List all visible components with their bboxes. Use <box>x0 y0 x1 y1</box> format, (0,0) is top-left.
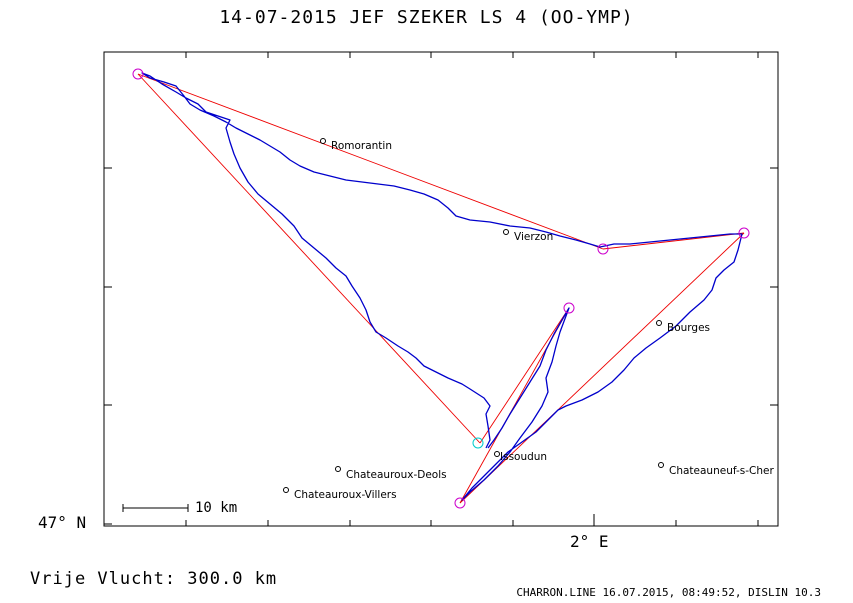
town-label-issoudun: Issoudun <box>500 451 547 463</box>
town-dot <box>283 487 289 493</box>
town-label-chateauneuf: Chateauneuf-s-Cher <box>669 465 774 477</box>
longitude-label: 2° E <box>570 532 609 551</box>
turnpoint-marker <box>132 68 144 80</box>
turnpoint-marker <box>738 227 750 239</box>
town-label-chateauroux-deols: Chateauroux-Deols <box>346 469 447 481</box>
start-marker <box>472 437 484 449</box>
town-label-chateauroux-villers: Chateauroux-Villers <box>294 489 397 501</box>
town-label-vierzon: Vierzon <box>514 231 553 243</box>
distance-label: Vrije Vlucht: 300.0 km <box>30 569 278 589</box>
town-dot <box>658 462 664 468</box>
footer-info: CHARRON.LINE 16.07.2015, 08:49:52, DISLI… <box>516 586 821 599</box>
flight-track <box>141 72 743 501</box>
task-route <box>137 73 745 504</box>
town-dot <box>503 229 509 235</box>
town-dot <box>494 451 500 457</box>
town-dot <box>656 320 662 326</box>
left-ticks <box>104 167 112 525</box>
turnpoint-marker <box>563 302 575 314</box>
bottom-ticks <box>185 514 759 526</box>
town-dot <box>335 466 341 472</box>
turnpoint-marker <box>454 497 466 509</box>
right-ticks <box>770 167 778 406</box>
town-label-bourges: Bourges <box>667 322 710 334</box>
turnpoint-marker <box>597 243 609 255</box>
scale-bar-label: 10 km <box>195 500 238 516</box>
scale-bar <box>122 504 189 512</box>
town-markers <box>283 138 664 493</box>
map-frame <box>103 51 779 527</box>
map-title: 14-07-2015 JEF SZEKER LS 4 (OO-YMP) <box>219 7 634 28</box>
latitude-label: 47° N <box>38 513 87 532</box>
turnpoints <box>132 68 750 509</box>
town-label-romorantin: Romorantin <box>331 140 392 152</box>
top-ticks <box>185 52 759 58</box>
town-dot <box>320 138 326 144</box>
